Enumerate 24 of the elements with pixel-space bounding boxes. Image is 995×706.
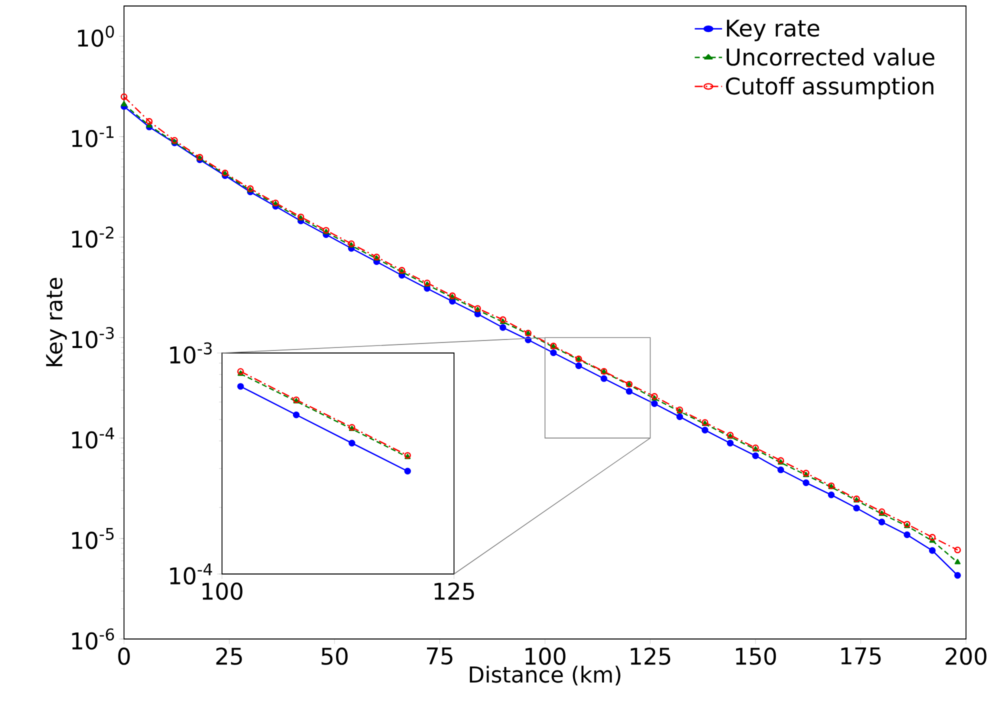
y-tick-label: 10$^{-3}$: [170, 342, 212, 364]
x-tick-label: 75: [427, 648, 452, 665]
x-tick-label: 100: [202, 582, 242, 600]
x-tick-label: 50: [322, 648, 348, 665]
legend-label: Cutoff assumption: [726, 76, 934, 100]
x-tick-label: 200: [946, 648, 986, 665]
x-axis-title: Distance (km): [470, 666, 620, 686]
x-tick-label: 125: [434, 582, 474, 600]
y-tick-label: 10$^{-4}$: [72, 428, 114, 449]
y-tick-label: 10$^{-2}$: [72, 226, 114, 248]
x-tick-label: 0: [118, 648, 130, 665]
y-axis-title: Key rate: [46, 278, 67, 366]
y-tick-label: 10$^{-5}$: [72, 528, 114, 550]
y-tick-label: 10$^{-3}$: [72, 326, 114, 348]
x-tick-label: 100: [526, 648, 566, 665]
x-tick-label: 125: [630, 648, 670, 665]
legend-label: Key rate: [726, 20, 820, 42]
y-tick-label: 10$^{-1}$: [72, 126, 114, 148]
y-tick-label: 10$^{-6}$: [72, 628, 114, 650]
x-tick-label: 175: [841, 648, 881, 665]
x-tick-label: 25: [216, 648, 242, 665]
y-tick-label: 10$^{0}$: [78, 26, 114, 47]
legend-label: Uncorrected value: [726, 48, 934, 66]
x-tick-label: 150: [736, 648, 776, 665]
